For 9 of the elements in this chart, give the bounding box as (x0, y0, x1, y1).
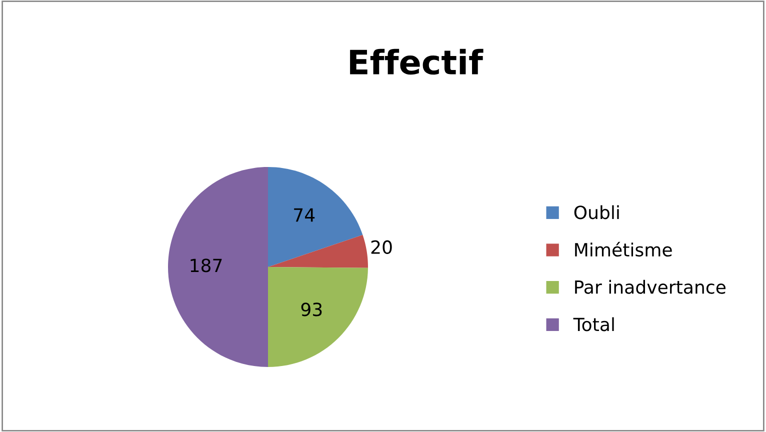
legend-label: Oubli (574, 205, 619, 220)
legend-label: Total (573, 317, 614, 332)
data-label: 93 (301, 302, 322, 316)
data-label: 187 (190, 258, 222, 272)
data-label: 20 (371, 240, 392, 254)
legend-label: Mimétisme (575, 242, 672, 257)
data-label: 74 (294, 208, 315, 222)
legend-label: Par inadvertance (575, 280, 726, 294)
chart-title: Effectif (350, 48, 484, 75)
